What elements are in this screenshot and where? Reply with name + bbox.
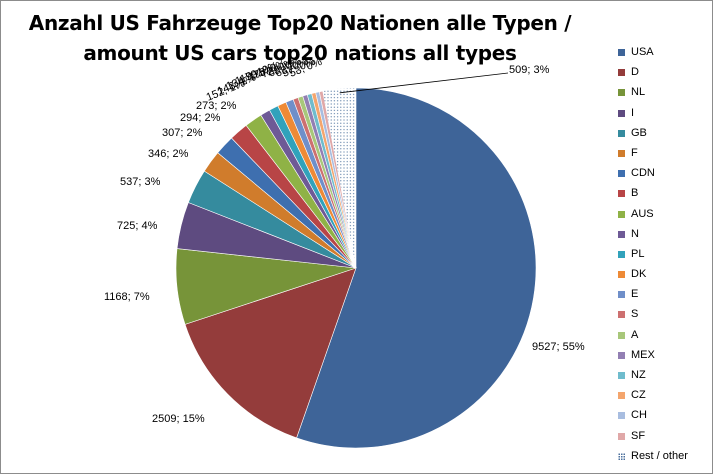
pie-data-label-usa: 9527; 55% (532, 341, 585, 353)
chart-title-line-1: Anzahl US Fahrzeuge Top20 Nationen alle … (28, 11, 572, 35)
pie-data-label-f: 346; 2% (148, 148, 189, 160)
pie-data-label-b: 294; 2% (180, 112, 221, 124)
legend-swatch-e (618, 291, 625, 299)
pie-data-label-cdn: 307; 2% (162, 127, 203, 139)
legend-swatch-cz (618, 392, 625, 400)
pie-data-label-rest-other: 509; 3% (509, 64, 550, 76)
pie-data-label-gb: 537; 3% (120, 176, 161, 188)
pie-leader-line-rest (339, 72, 509, 94)
legend-label-i: I (631, 106, 635, 119)
legend-label-n: N (631, 227, 639, 240)
legend-label-aus: AUS (631, 207, 654, 220)
legend-swatch-a (618, 331, 625, 339)
legend-label-e: E (631, 288, 639, 301)
legend-label-s: S (631, 308, 639, 321)
legend-label-nz: NZ (631, 369, 646, 381)
legend-swatch-dk (618, 271, 625, 279)
legend-swatch-ch (618, 412, 625, 420)
legend-swatch-sf (618, 432, 625, 440)
legend-swatch-s (618, 311, 625, 319)
legend-swatch-nz (618, 372, 625, 379)
legend-label-nl: NL (631, 86, 646, 99)
legend-label-a: A (631, 328, 639, 341)
legend-swatch-f (618, 149, 625, 157)
legend-swatch-pl (618, 250, 625, 258)
legend-label-usa: USA (631, 46, 654, 58)
legend-label-d: D (631, 66, 639, 79)
chart-title-line-2: amount US cars top20 nations all types (83, 41, 517, 65)
legend-label-sf: SF (631, 429, 646, 442)
legend-label-mex: MEX (631, 348, 655, 361)
pie-data-label-aus: 273; 2% (196, 100, 237, 112)
pie-leader-lines (339, 72, 509, 94)
chart-title: Anzahl US Fahrzeuge Top20 Nationen alle … (0, 8, 600, 68)
legend-label-pl: PL (631, 247, 645, 260)
legend-swatch-rest-other (618, 452, 625, 460)
legend-swatch-b (618, 190, 625, 198)
pie-slices (175, 87, 537, 449)
legend-swatch-mex (618, 351, 625, 359)
pie-slice-usa (296, 87, 537, 449)
legend-swatch-aus (618, 210, 625, 218)
legend-label-gb: GB (631, 126, 647, 139)
legend-label-b: B (631, 187, 639, 200)
legend-swatch-gb (618, 129, 625, 137)
pie-data-label-d: 2509; 15% (152, 413, 205, 425)
legend-swatch-usa (618, 49, 625, 56)
legend-label-cdn: CDN (631, 167, 655, 180)
legend-label-cz: CZ (631, 389, 646, 402)
legend-swatch-i (618, 109, 625, 117)
legend-label-rest-other: Rest / other (631, 449, 688, 462)
pie-data-label-i: 725; 4% (117, 220, 158, 232)
pie-slice-rest-other (322, 88, 356, 268)
legend-swatch-d (618, 69, 625, 77)
legend-label-dk: DK (631, 268, 647, 281)
pie-slice-sf (318, 90, 357, 269)
pie-data-label-nl: 1168; 7% (104, 291, 150, 303)
legend-swatch-cdn (618, 170, 625, 178)
legend-swatch-nl (618, 89, 625, 97)
legend-label-f: F (631, 146, 638, 159)
legend-label-ch: CH (631, 409, 647, 422)
legend-swatch-n (618, 230, 625, 238)
